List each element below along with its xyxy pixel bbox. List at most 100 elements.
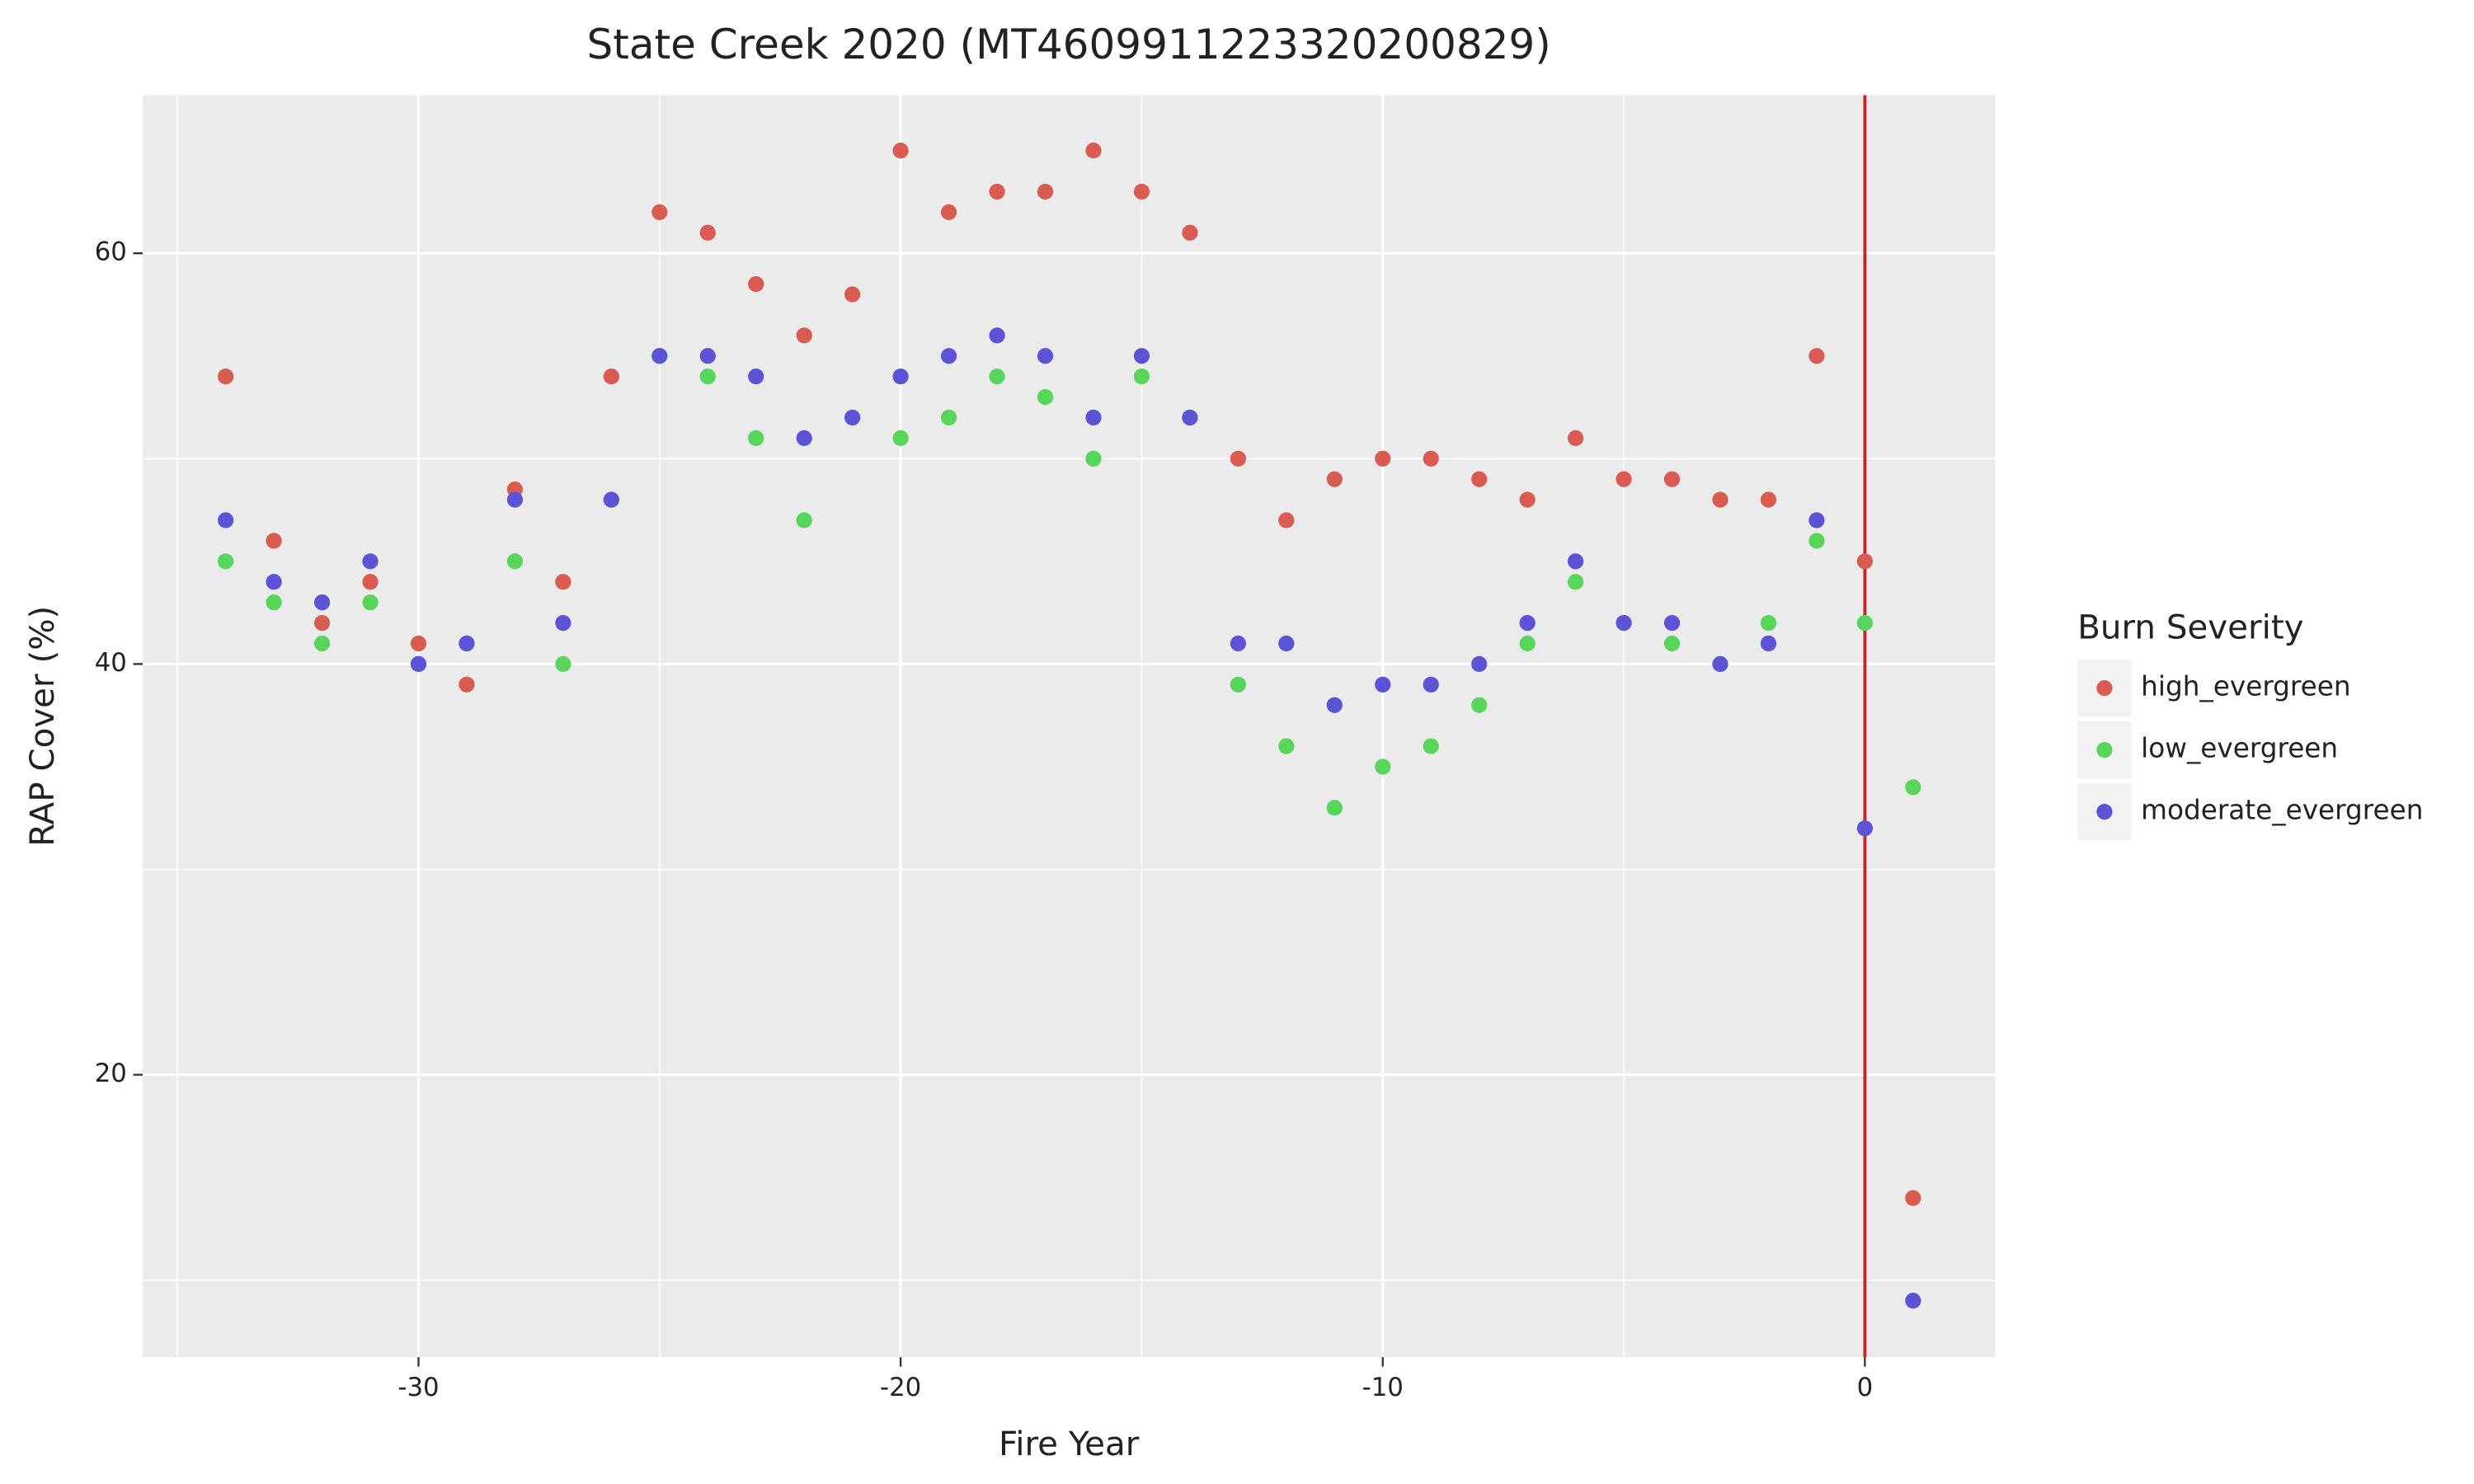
point	[266, 533, 282, 549]
legend-title: Burn Severity	[2077, 608, 2303, 646]
point	[1278, 512, 1295, 528]
point	[1471, 471, 1488, 487]
chart-title: State Creek 2020 (MT4609911223320200829)	[587, 21, 1551, 68]
point	[1567, 553, 1584, 570]
point	[1278, 738, 1295, 754]
point	[1905, 1190, 1921, 1206]
point	[1182, 409, 1198, 426]
point	[218, 369, 234, 385]
point	[266, 574, 282, 590]
point	[1085, 409, 1102, 426]
point	[1616, 471, 1632, 487]
point	[1760, 614, 1777, 632]
point	[506, 491, 524, 508]
point	[1905, 779, 1921, 796]
legend-marker	[2096, 804, 2113, 820]
point	[699, 224, 716, 241]
point	[940, 409, 957, 426]
point	[1037, 348, 1054, 364]
point	[313, 635, 331, 652]
y-tick-label: 40	[95, 648, 127, 678]
y-axis-label: RAP Cover (%)	[23, 606, 62, 847]
point	[1856, 614, 1873, 632]
point	[603, 369, 619, 385]
point	[1760, 635, 1777, 652]
point	[1182, 224, 1198, 241]
legend-label: moderate_evergreen	[2141, 795, 2423, 826]
point	[1085, 143, 1102, 159]
point	[1808, 533, 1825, 549]
point	[313, 614, 331, 632]
point	[1471, 655, 1488, 673]
point	[989, 183, 1005, 200]
x-tick-label: -20	[880, 1373, 921, 1402]
point	[989, 327, 1005, 344]
x-axis-label: Fire Year	[999, 1425, 1140, 1463]
point	[796, 430, 812, 447]
point	[1905, 1293, 1921, 1309]
point	[940, 204, 957, 220]
point	[1663, 614, 1681, 632]
point	[1712, 655, 1729, 673]
point	[1085, 450, 1102, 467]
point	[699, 348, 716, 364]
point	[1230, 676, 1246, 693]
point	[555, 574, 571, 590]
point	[362, 574, 379, 590]
point	[1519, 491, 1536, 508]
x-tick-label: -10	[1362, 1373, 1404, 1402]
point	[989, 369, 1005, 385]
plot-panel	[143, 95, 1996, 1358]
point	[1471, 697, 1488, 713]
point	[748, 369, 764, 385]
point	[506, 553, 524, 570]
point	[1278, 635, 1295, 652]
point	[603, 491, 619, 508]
point	[1808, 348, 1825, 364]
point	[892, 430, 909, 447]
point	[1856, 820, 1873, 837]
point	[459, 676, 475, 693]
point	[1423, 738, 1439, 754]
legend-marker	[2096, 742, 2113, 758]
point	[1037, 388, 1054, 406]
point	[1567, 430, 1584, 447]
legend-marker	[2096, 680, 2113, 697]
point	[555, 614, 571, 632]
x-tick-label: 0	[1857, 1373, 1874, 1402]
point	[844, 409, 861, 426]
point	[410, 655, 427, 673]
point	[1519, 635, 1536, 652]
point	[1326, 697, 1343, 713]
point	[1856, 553, 1873, 570]
x-tick-label: -30	[397, 1373, 439, 1402]
point	[748, 275, 764, 293]
point	[796, 512, 812, 528]
point	[1230, 635, 1246, 652]
point	[555, 655, 571, 673]
point	[410, 635, 427, 652]
point	[1423, 450, 1439, 467]
point	[1375, 758, 1391, 775]
point	[1375, 676, 1391, 693]
point	[1712, 491, 1729, 508]
legend-label: high_evergreen	[2141, 671, 2350, 702]
point	[940, 348, 957, 364]
point	[1133, 183, 1150, 200]
point	[218, 553, 234, 570]
point	[699, 369, 716, 385]
point	[651, 204, 668, 220]
point	[748, 430, 764, 447]
point	[1326, 800, 1343, 816]
point	[1519, 614, 1536, 632]
point	[1616, 614, 1632, 632]
point	[844, 286, 861, 303]
point	[1663, 471, 1681, 487]
point	[1037, 183, 1054, 200]
legend-label: low_evergreen	[2141, 733, 2338, 764]
point	[1133, 369, 1150, 385]
point	[1663, 635, 1681, 652]
point	[1133, 348, 1150, 364]
point	[266, 594, 282, 611]
